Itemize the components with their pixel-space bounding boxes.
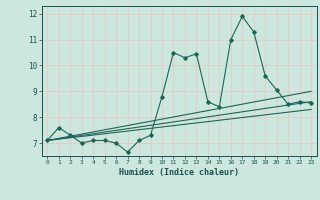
X-axis label: Humidex (Indice chaleur): Humidex (Indice chaleur) [119,168,239,177]
